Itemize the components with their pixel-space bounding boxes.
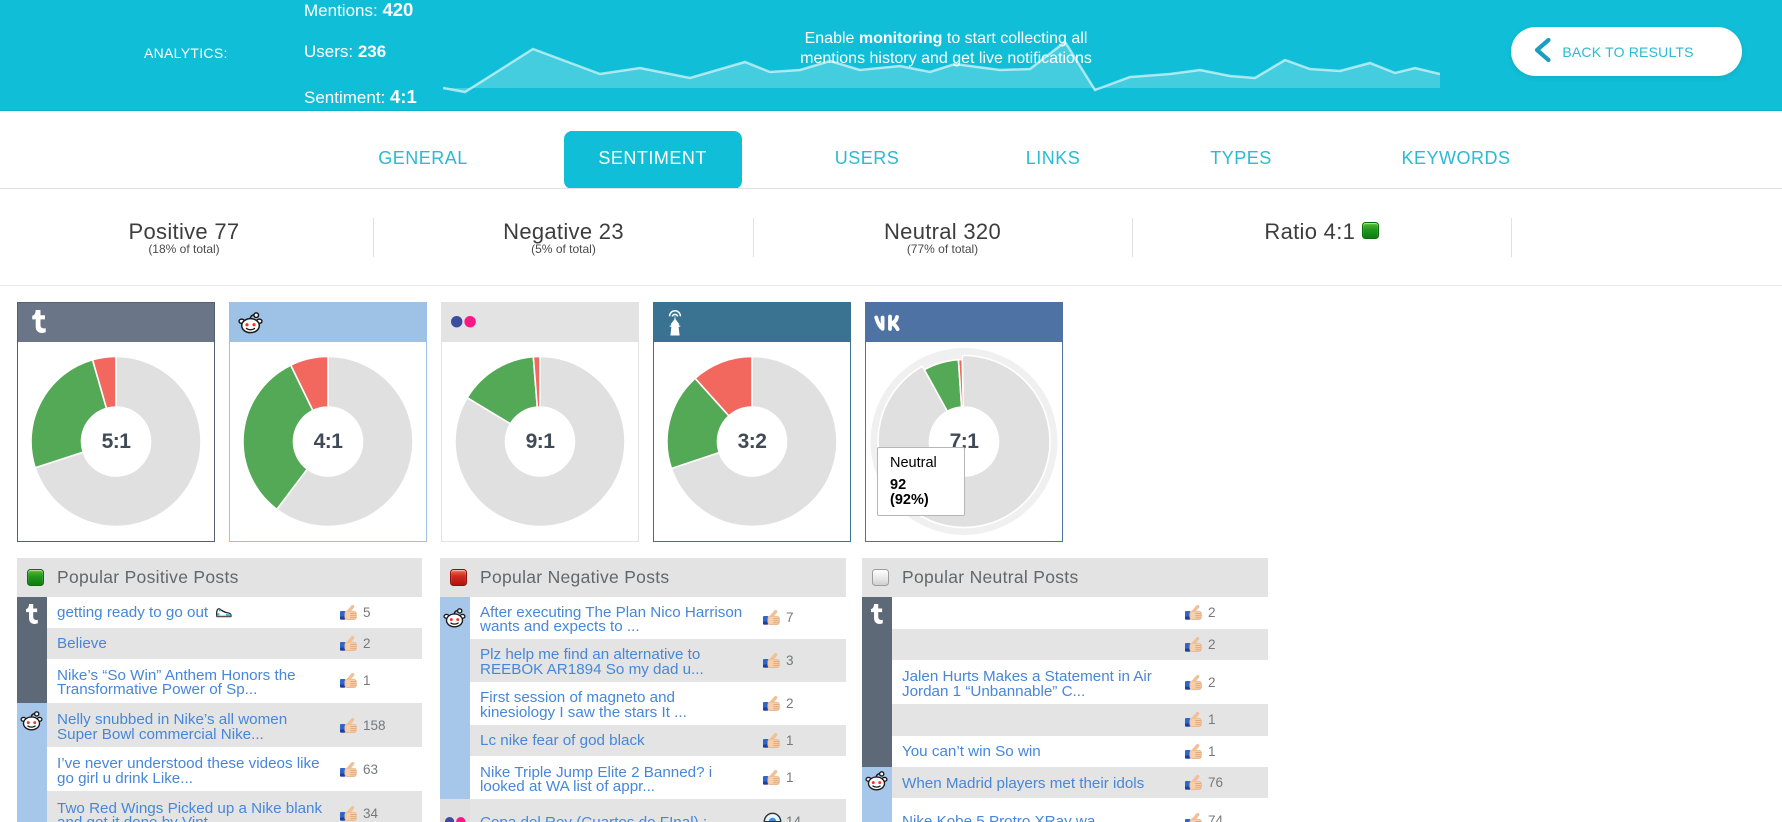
svg-text:9:1: 9:1 xyxy=(525,430,555,453)
svg-text:7:1: 7:1 xyxy=(949,430,979,453)
svg-text:5:1: 5:1 xyxy=(101,430,131,453)
svg-text:4:1: 4:1 xyxy=(313,430,343,453)
svg-text:3:2: 3:2 xyxy=(737,430,766,453)
